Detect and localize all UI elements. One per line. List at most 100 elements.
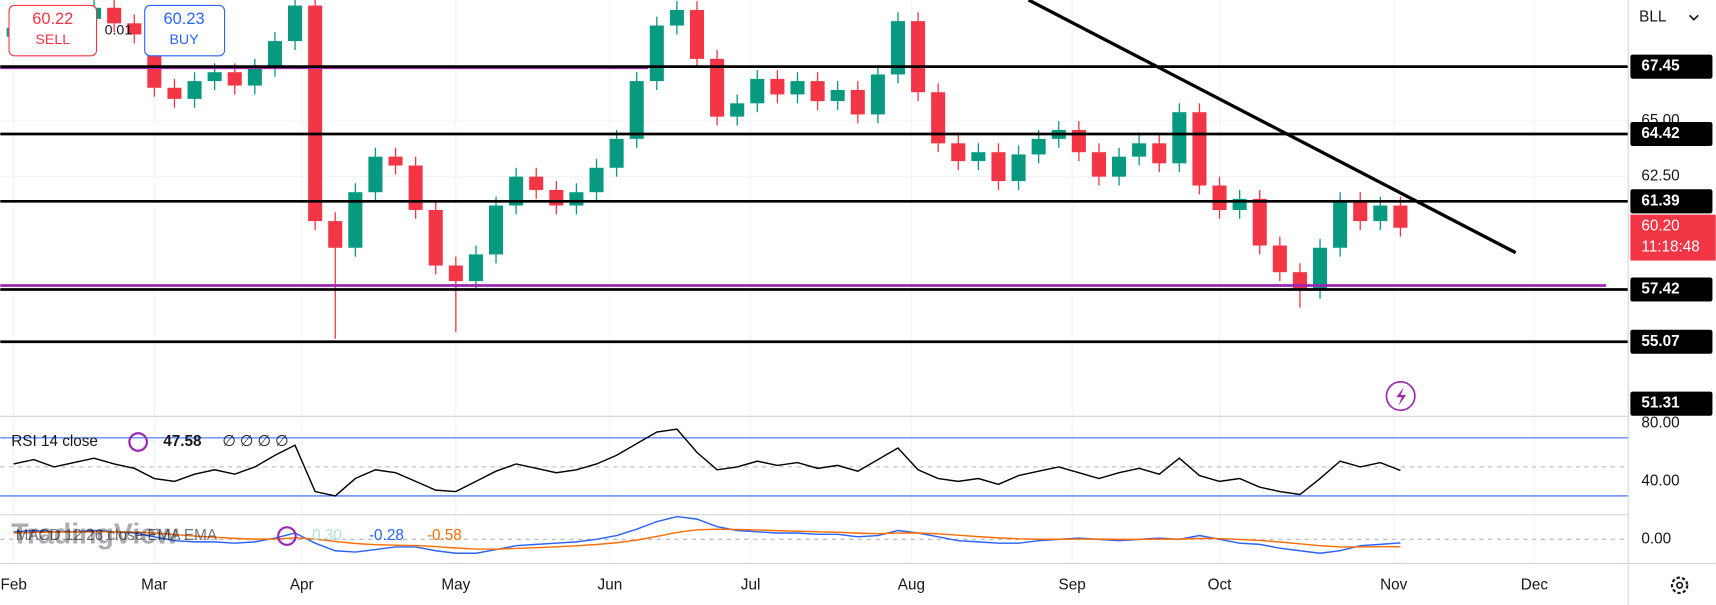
candle-body <box>1212 185 1227 210</box>
rsi-value: 47.58 <box>163 433 202 450</box>
x-tick-label: Sep <box>1059 576 1086 593</box>
candle-body <box>1252 198 1267 246</box>
candle-body <box>227 72 242 86</box>
level-label: 67.45 <box>1641 58 1680 75</box>
rsi-tick-label: 40.00 <box>1641 472 1679 489</box>
x-tick-label: Nov <box>1380 576 1408 593</box>
sell-button[interactable] <box>8 4 98 57</box>
candle-body <box>669 9 684 26</box>
candle-body <box>529 176 544 190</box>
buy-price: 60.23 <box>164 10 205 28</box>
level-label-bg <box>1630 391 1713 416</box>
candle-body <box>770 78 785 95</box>
trendline <box>1027 0 1517 255</box>
last-price-label: 60.20 <box>1641 218 1679 235</box>
macd-icon[interactable] <box>277 526 297 546</box>
countdown: 11:18:48 <box>1641 238 1699 255</box>
macd-histogram-value: 0.30 <box>312 527 342 544</box>
candle-body <box>951 143 966 162</box>
candle-body <box>1071 129 1086 153</box>
x-tick-label: Apr <box>290 576 314 593</box>
alert-bolt <box>1396 387 1407 406</box>
x-tick-label: Jul <box>741 576 761 593</box>
candle-body <box>187 81 202 99</box>
candle-body <box>368 156 383 193</box>
macd-line <box>13 528 1401 550</box>
candle-body <box>448 265 463 282</box>
rsi-icon[interactable] <box>128 432 148 452</box>
macd-tick-label: 0.00 <box>1641 530 1671 547</box>
x-tick-label: Aug <box>898 576 925 593</box>
level-label: 61.39 <box>1641 192 1679 209</box>
rsi-placeholders: ∅ ∅ ∅ ∅ <box>222 433 288 450</box>
y-tick-label: 62.50 <box>1641 168 1679 185</box>
buy-button[interactable] <box>144 4 226 57</box>
candle-body <box>1373 205 1388 222</box>
candle-body <box>127 23 142 35</box>
candle-body <box>850 89 865 115</box>
rsi-title: RSI 14 close <box>11 433 98 450</box>
rsi-tick-label: 80.00 <box>1641 414 1679 431</box>
candle-body <box>971 152 986 162</box>
level-label-bg <box>1630 54 1713 79</box>
x-tick-label: Oct <box>1208 576 1233 593</box>
candle-body <box>267 41 282 68</box>
settings-icon[interactable] <box>1670 576 1689 595</box>
candle-body <box>1031 138 1046 155</box>
symbol[interactable]: BLL <box>1639 9 1666 26</box>
candle-body <box>167 87 182 99</box>
x-tick-label: Feb <box>0 576 26 593</box>
candle-body <box>991 152 1006 182</box>
level-label: 51.31 <box>1641 395 1680 412</box>
candle-body <box>1132 143 1147 157</box>
last-price-bg <box>1630 214 1716 261</box>
candle-body <box>1393 205 1408 228</box>
candle-body <box>750 78 765 104</box>
macd-title: MACD 12 26 close EMA EMA <box>16 527 218 544</box>
symbol-chevron[interactable] <box>1688 14 1699 21</box>
buy-label: BUY <box>169 32 199 48</box>
candle-body <box>1172 112 1187 164</box>
candle-body <box>911 21 926 93</box>
candle-body <box>509 176 524 206</box>
candle-body <box>348 192 363 248</box>
candle-body <box>107 7 122 24</box>
candle-body <box>730 103 745 117</box>
candle-body <box>207 72 222 82</box>
candle-body <box>649 25 664 82</box>
candle-body <box>1292 272 1307 290</box>
candle-body <box>488 205 504 255</box>
candle-body <box>1112 156 1127 177</box>
candle-body <box>569 192 584 206</box>
level-label-bg <box>1630 329 1713 354</box>
level-label-bg <box>1630 189 1713 214</box>
logo: TradingView <box>11 519 179 551</box>
x-tick-label: May <box>441 576 470 593</box>
overlay: TradingView 60.22 SELL 0.01 60.23 BUY BL… <box>8 4 1699 595</box>
candle-body <box>1192 112 1207 186</box>
settings-icon-center <box>1676 581 1684 589</box>
level-label-bg <box>1630 277 1713 302</box>
sell-price: 60.22 <box>32 10 73 28</box>
candle-body <box>428 209 443 266</box>
candle-body <box>810 81 825 102</box>
candle-body <box>1353 201 1368 222</box>
candle-body <box>790 81 805 95</box>
signal-value: -0.58 <box>427 527 462 544</box>
x-tick-label: Jun <box>598 576 623 593</box>
candle-body <box>288 5 303 42</box>
candle-body <box>247 67 262 86</box>
macd-value: -0.28 <box>369 527 404 544</box>
candle-body <box>1091 152 1106 177</box>
candle-body <box>890 21 906 75</box>
candle-body <box>308 5 323 222</box>
x-tick-label: Mar <box>141 576 167 593</box>
x-tick-label: Dec <box>1521 576 1549 593</box>
candle-body <box>1011 154 1026 182</box>
candle-body <box>388 156 403 166</box>
candle-body <box>1333 201 1348 248</box>
candle-body <box>1152 143 1167 164</box>
level-label: 55.07 <box>1641 333 1679 350</box>
